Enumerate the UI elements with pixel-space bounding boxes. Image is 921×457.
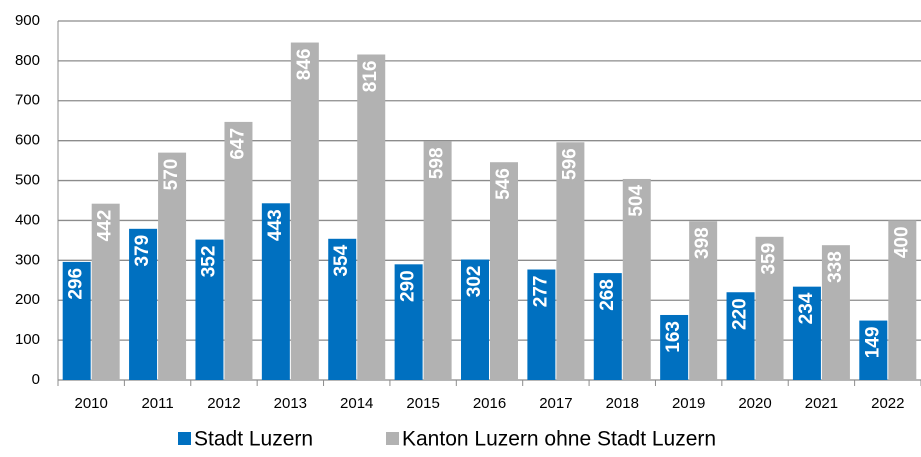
value-label: 149 [862,327,883,359]
value-label: 302 [464,266,485,298]
bar [792,286,821,380]
value-label: 816 [360,61,381,93]
value-label: 354 [331,244,352,276]
value-label: 846 [294,49,315,81]
x-tick-label: 2013 [274,395,307,412]
bar [689,221,718,380]
value-label: 598 [427,147,448,179]
bar [357,54,386,381]
value-label: 546 [493,168,514,200]
legend-label: Stadt Luzern [194,428,313,451]
bar [461,259,489,380]
y-tick-label: 100 [15,331,40,348]
value-label: 379 [132,235,153,267]
x-tick-label: 2011 [141,395,173,412]
x-tick-label: 2010 [75,395,108,412]
y-tick-label: 400 [15,211,40,228]
bar [261,203,290,380]
bar [423,141,452,380]
y-tick-label: 700 [15,92,40,109]
value-label: 338 [825,251,846,283]
value-label: 570 [161,159,182,191]
value-label: 443 [265,209,286,241]
value-label: 163 [663,321,684,353]
x-tick-label: 2016 [473,395,506,412]
bar [195,239,224,380]
bar [490,162,518,380]
bar [660,314,689,380]
legend-label: Kanton Luzern ohne Stadt Luzern [402,428,716,451]
value-label: 359 [759,243,780,275]
value-label: 647 [227,128,248,160]
bar [158,152,187,380]
bar [755,236,784,380]
value-label: 268 [597,279,618,311]
value-label: 290 [398,270,419,302]
bar [129,228,158,380]
bar [859,320,888,380]
bar [726,292,755,380]
bar [888,220,917,380]
value-label: 220 [730,298,751,330]
value-label: 234 [796,292,817,324]
bar [556,142,585,380]
bar [290,42,319,380]
y-tick-label: 0 [32,371,40,388]
bar [328,238,357,380]
bar [224,121,253,381]
value-label: 442 [95,210,116,242]
value-label: 296 [66,268,87,300]
y-tick-label: 800 [15,52,40,69]
x-tick-label: 2022 [871,395,904,412]
x-tick-label: 2015 [406,395,439,412]
bar [62,261,91,380]
value-label: 398 [692,227,713,259]
value-label: 504 [626,185,647,217]
y-tick-label: 500 [15,172,40,189]
y-tick-label: 600 [15,132,40,149]
bar [593,273,622,380]
y-tick-label: 300 [15,251,40,268]
x-tick-label: 2014 [340,395,373,412]
value-label: 277 [530,276,551,308]
legend-swatch [178,432,191,445]
x-tick-label: 2020 [738,395,771,412]
x-tick-label: 2017 [539,395,572,412]
value-label: 352 [198,246,219,278]
y-tick-label: 900 [15,12,40,29]
value-label: 596 [559,148,580,180]
x-tick-label: 2021 [805,395,838,412]
bar [394,264,423,380]
x-tick-label: 2012 [207,395,240,412]
value-label: 400 [891,226,912,258]
bar [622,178,651,380]
bar [821,245,850,380]
x-tick-label: 2018 [606,395,639,412]
x-tick-label: 2019 [672,395,705,412]
bar [91,203,120,380]
y-tick-label: 200 [15,291,40,308]
bar [527,269,556,380]
legend-swatch [386,432,399,445]
